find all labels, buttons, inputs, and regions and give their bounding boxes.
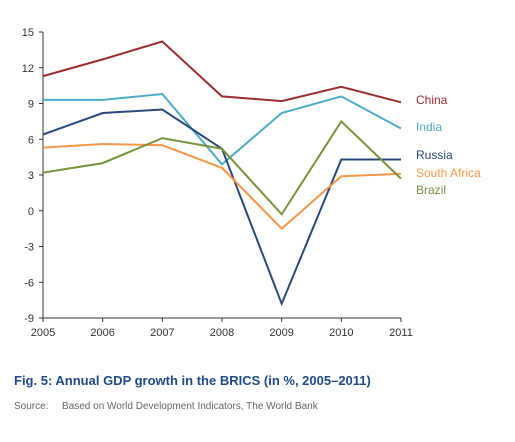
series-label-brazil: Brazil — [416, 183, 446, 197]
series-line-south-africa — [42, 142, 402, 230]
series-label-russia: Russia — [416, 148, 453, 162]
x-tick-label: 2007 — [150, 327, 174, 339]
series-line-india — [43, 92, 402, 166]
figure-source: Source: Based on World Development Indica… — [14, 401, 318, 412]
y-tick-label: 15 — [22, 27, 34, 39]
series-label-india: India — [416, 120, 442, 134]
figure-caption: Fig. 5: Annual GDP growth in the BRICS (… — [14, 373, 371, 388]
x-tick-label: 2010 — [329, 327, 353, 339]
series-line-brazil — [42, 119, 402, 216]
y-tick-label: 6 — [28, 134, 34, 146]
x-tick-label: 2006 — [90, 327, 114, 339]
series-label-china: China — [416, 93, 448, 107]
series-lines — [42, 40, 402, 307]
y-tick-label: -6 — [24, 277, 34, 289]
x-tick-label: 2005 — [31, 327, 55, 339]
x-tick-label: 2008 — [210, 327, 234, 339]
y-tick-label: 0 — [28, 206, 34, 218]
series-labels: China India Russia South Africa Brazil — [416, 93, 481, 197]
source-text: Based on World Development Indicators, T… — [62, 401, 318, 412]
y-tick-label: 9 — [28, 99, 34, 111]
x-axis-ticks: 2005 2006 2007 2008 2009 2010 2011 — [31, 318, 413, 339]
y-tick-label: -3 — [24, 242, 34, 254]
series-line-china — [42, 40, 402, 104]
source-label: Source: — [14, 401, 49, 412]
series-label-south-africa: South Africa — [416, 166, 481, 180]
x-tick-label: 2009 — [269, 327, 293, 339]
series-line-russia — [42, 108, 401, 307]
y-tick-label: 12 — [22, 63, 34, 75]
x-tick-label: 2011 — [389, 327, 413, 339]
y-tick-label: -9 — [24, 313, 34, 325]
y-axis-ticks: 15 12 9 6 3 0 -3 -6 -9 — [22, 27, 43, 325]
y-tick-label: 3 — [28, 170, 34, 182]
